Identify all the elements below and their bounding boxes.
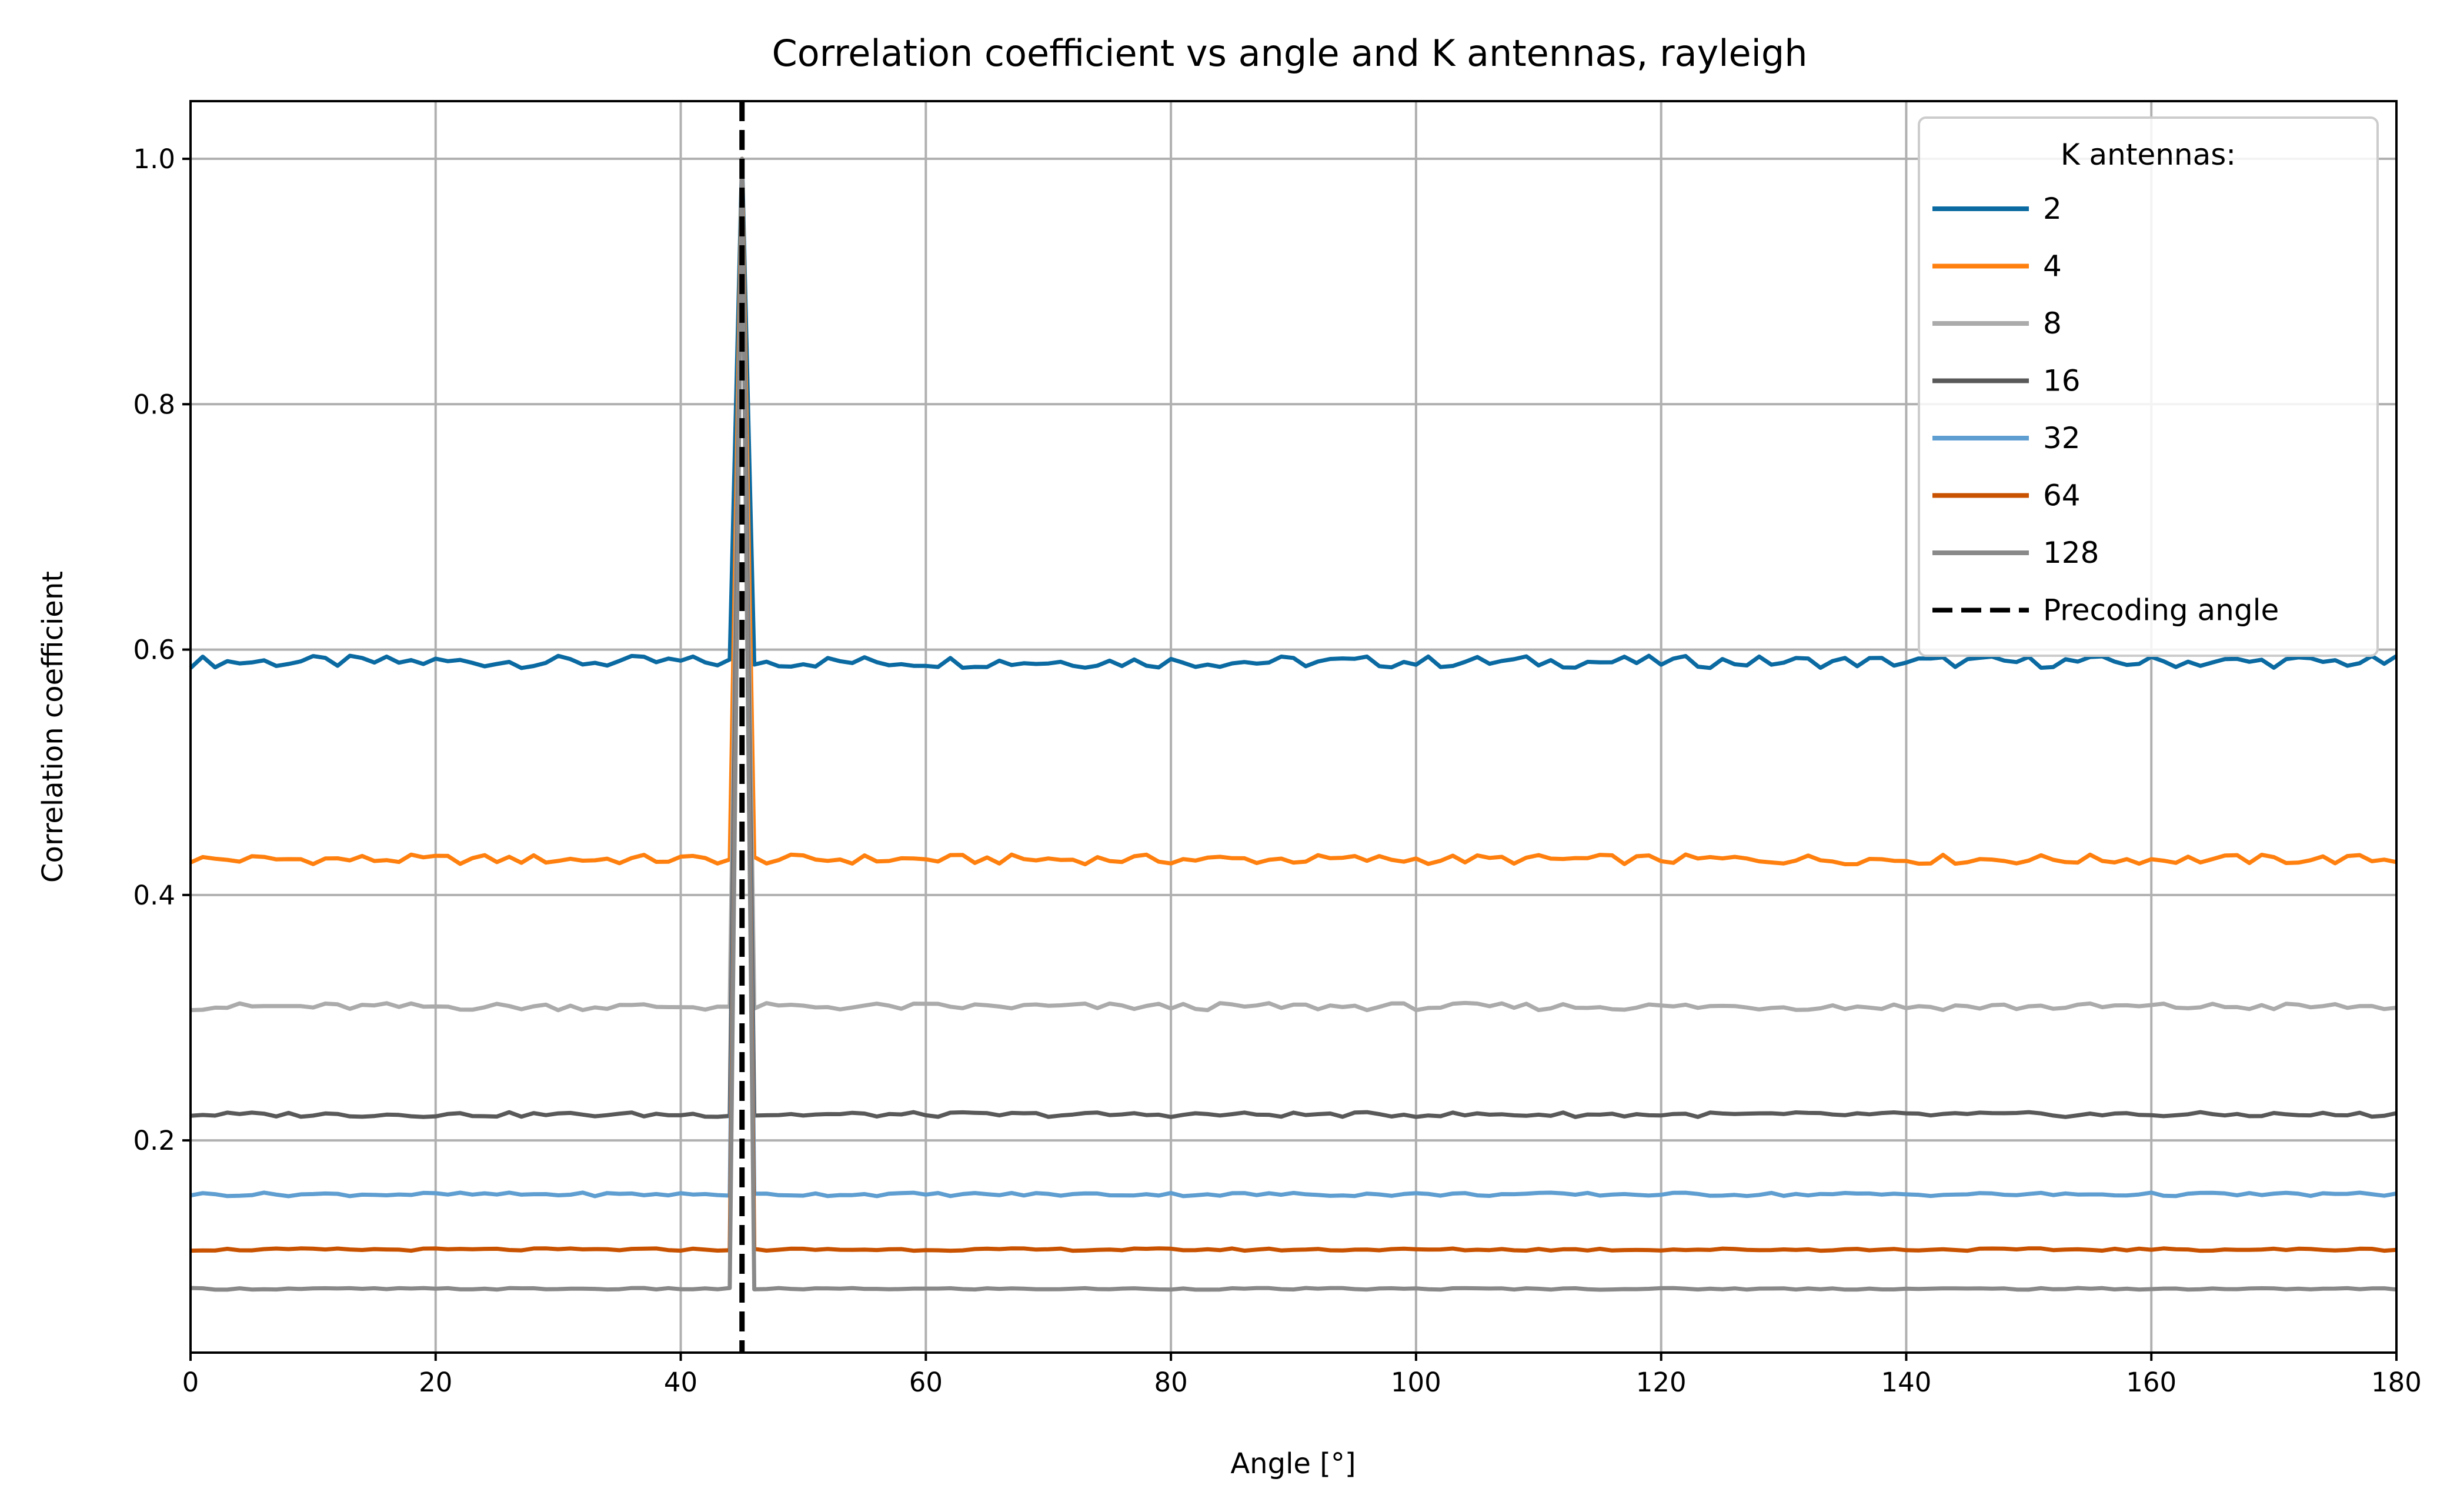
x-tick-label: 40 bbox=[664, 1367, 697, 1398]
x-axis-label: Angle [°] bbox=[1230, 1447, 1356, 1480]
y-tick-label: 0.4 bbox=[133, 880, 175, 911]
legend-title: K antennas: bbox=[2061, 138, 2236, 172]
legend-label: 64 bbox=[2043, 479, 2081, 513]
x-tick-label: 60 bbox=[909, 1367, 943, 1398]
plot-frame bbox=[189, 100, 2398, 1354]
x-tick-label: 0 bbox=[182, 1367, 199, 1398]
legend-label: 16 bbox=[2043, 364, 2081, 398]
legend-label: 32 bbox=[2043, 421, 2081, 455]
y-tick-label: 0.6 bbox=[133, 635, 175, 666]
legend-label: 128 bbox=[2043, 536, 2099, 570]
legend-box bbox=[1918, 116, 2379, 657]
series-line-64 bbox=[190, 156, 2397, 1253]
x-tick-label: 80 bbox=[1154, 1367, 1187, 1398]
legend: K antennas: 2 4 8 16 32 64 128 Precoding angle bbox=[1918, 116, 2379, 657]
x-tick-label: 100 bbox=[1391, 1367, 1441, 1398]
series-line-8 bbox=[190, 156, 2397, 1013]
legend-label: 4 bbox=[2043, 249, 2062, 283]
x-tick-label: 120 bbox=[1636, 1367, 1687, 1398]
series-line-32 bbox=[190, 156, 2397, 1199]
y-axis-label: Correlation coefficient bbox=[36, 571, 69, 883]
chart-title: Correlation coefficient vs angle and K a… bbox=[772, 32, 1807, 75]
y-tick-label: 0.2 bbox=[133, 1125, 175, 1156]
y-tick-label: 0.8 bbox=[133, 389, 175, 420]
x-tick-label: 160 bbox=[2126, 1367, 2176, 1398]
x-tick-label: 180 bbox=[2371, 1367, 2422, 1398]
y-tick-label: 1.0 bbox=[133, 143, 175, 175]
series-line-4 bbox=[189, 156, 2397, 867]
x-tick-label: 140 bbox=[1881, 1367, 1931, 1398]
x-tick-label: 20 bbox=[419, 1367, 452, 1398]
series-layer bbox=[189, 156, 2398, 1292]
y-axis-ticks: 0.2 0.4 0.6 0.8 1.0 bbox=[133, 143, 191, 1156]
series-line-16 bbox=[190, 156, 2397, 1119]
legend-label: 8 bbox=[2043, 306, 2062, 341]
series-line-128 bbox=[190, 156, 2397, 1292]
x-axis-ticks: 0 20 40 60 80 100 120 140 160 180 bbox=[182, 1353, 2422, 1398]
legend-label: 2 bbox=[2043, 192, 2062, 226]
legend-label: Precoding angle bbox=[2043, 593, 2279, 628]
